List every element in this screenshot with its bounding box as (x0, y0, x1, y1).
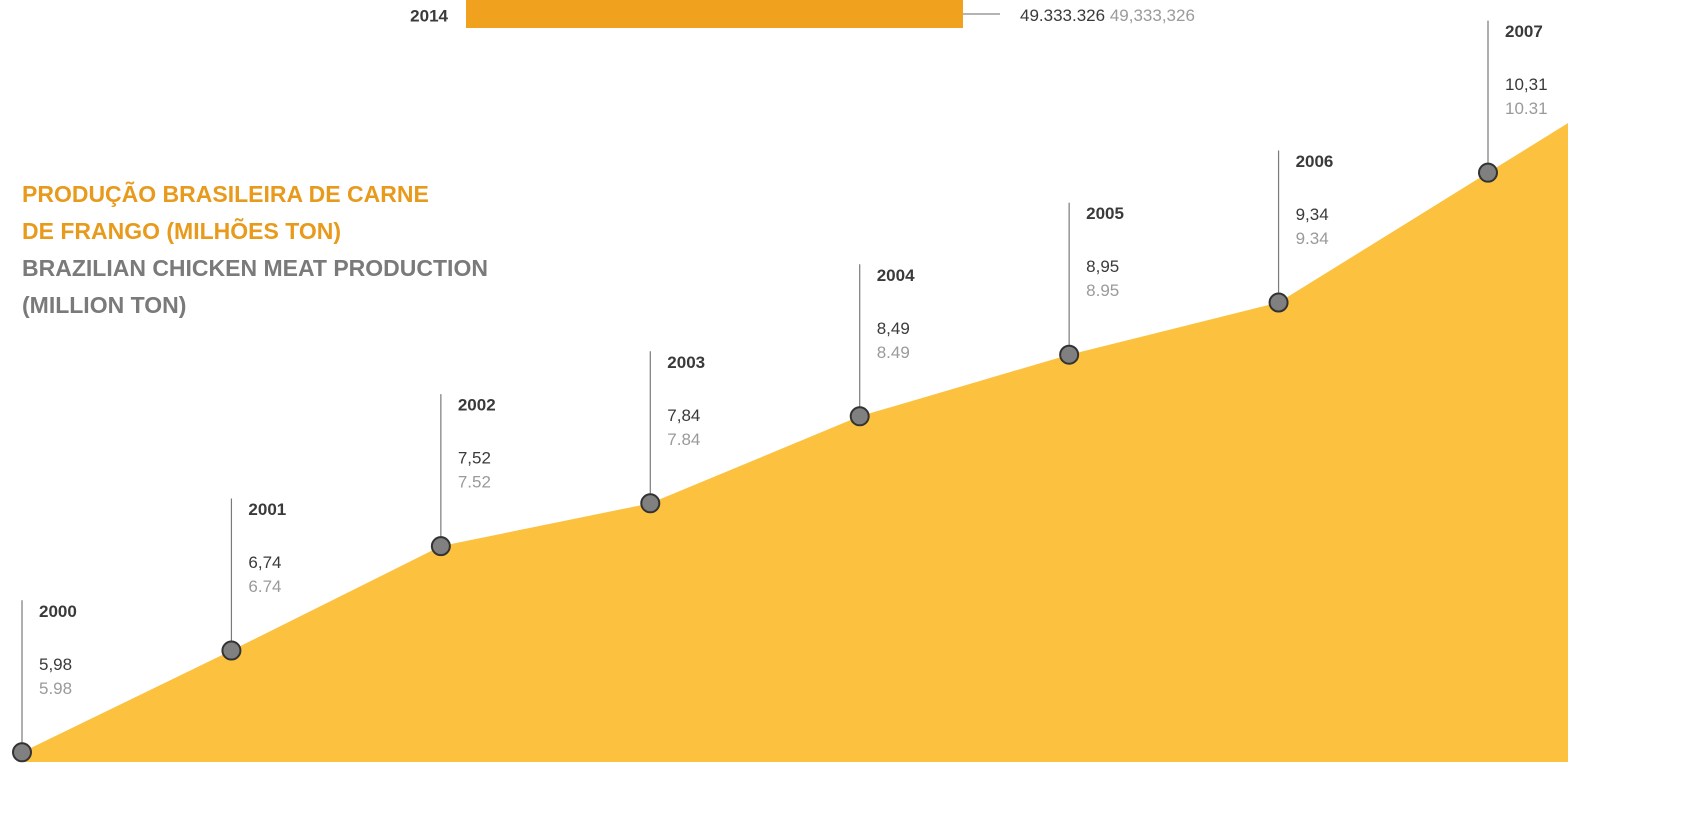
year-label: 2005 (1086, 204, 1124, 223)
year-label: 2007 (1505, 22, 1543, 41)
point (430, 536, 451, 557)
value-label-en: 8.49 (877, 343, 910, 362)
point (12, 742, 32, 763)
value-label-en: 7.84 (667, 430, 700, 449)
value-label: 5,98 (39, 655, 72, 674)
year-label: 2004 (877, 266, 915, 285)
year-label: 2003 (667, 353, 705, 372)
value-label: 9,34 (1296, 205, 1329, 224)
area (22, 172, 1488, 762)
area-continuation (1488, 123, 1568, 763)
value-label-en: 8.95 (1086, 281, 1119, 300)
value-label-en: 10.31 (1505, 99, 1548, 118)
bar-value-labels: 49.333.326 49,333,326 (1020, 6, 1195, 25)
titles: PRODUÇÃO BRASILEIRA DE CARNE DE FRANGO (… (22, 176, 512, 324)
value-label-en: 6.74 (248, 577, 281, 596)
value-label: 8,95 (1086, 257, 1119, 276)
point (1268, 292, 1289, 313)
value-label: 7,84 (667, 406, 700, 425)
value-label: 10,31 (1505, 75, 1548, 94)
value-label: 6,74 (248, 553, 281, 572)
year-label: 2001 (248, 500, 286, 519)
chart-title: PRODUÇÃO BRASILEIRA DE CARNE DE FRANGO (… (22, 181, 429, 244)
point (221, 640, 242, 661)
bar-category: 2014 (410, 6, 448, 25)
value-label: 8,49 (877, 319, 910, 338)
bar-value-label: 49.333.326 (1020, 6, 1105, 25)
point (1478, 162, 1498, 183)
point (849, 406, 870, 427)
bar (466, 0, 963, 28)
point (1059, 344, 1080, 365)
value-label: 7,52 (458, 449, 491, 468)
chart-subtitle: BRAZILIAN CHICKEN MEAT PRODUCTION (MILLI… (22, 255, 488, 318)
value-label-en: 7.52 (458, 473, 491, 492)
point (640, 493, 661, 514)
year-label: 2006 (1296, 152, 1334, 171)
year-label: 2002 (458, 396, 496, 415)
value-label-en: 5.98 (39, 679, 72, 698)
year-label: 2000 (39, 602, 77, 621)
bar-value-label-en: 49,333,326 (1110, 6, 1195, 25)
value-label-en: 9.34 (1296, 229, 1329, 248)
